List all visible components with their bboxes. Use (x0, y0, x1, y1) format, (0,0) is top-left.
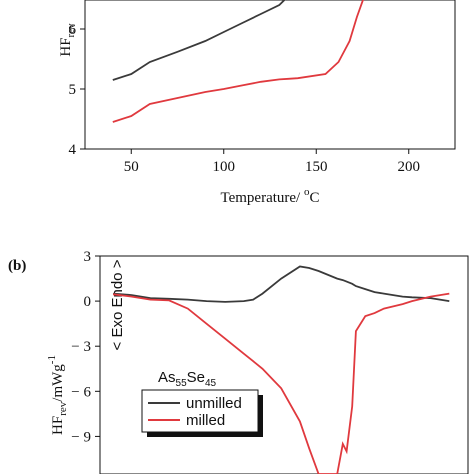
y-tick-label: 3 (84, 249, 92, 265)
y-tick-label: 6 (69, 22, 77, 38)
y-axis-label: HFrev (58, 23, 77, 57)
y-tick-label: 4 (69, 142, 77, 158)
el: Se (187, 369, 205, 386)
el-sub: 55 (176, 378, 188, 389)
x-tick-label: 150 (305, 159, 328, 175)
el-sub: 45 (205, 378, 217, 389)
y-tick-label: − 3 (71, 339, 91, 355)
label-main: HF (58, 37, 74, 56)
series-group (112, 265, 450, 474)
series-group (112, 0, 364, 123)
label-sup: -1 (46, 355, 58, 364)
y-tick-label: 0 (84, 294, 92, 310)
label-main: HF (50, 416, 66, 435)
y-tick-label: 5 (69, 82, 77, 98)
plot-frame (99, 255, 469, 474)
legend (141, 389, 259, 433)
plot-frame (84, 0, 456, 150)
line-series (113, 265, 450, 303)
x-axis-label: Temperature/ oC (220, 186, 319, 206)
label-sub: rev (65, 23, 77, 38)
label-sup: o (304, 186, 310, 198)
line-series (112, 0, 286, 81)
y-tick-label: − 6 (71, 384, 91, 400)
y-axis-label: HFrev/mWg-1 (46, 355, 69, 435)
x-tick-label: 100 (213, 159, 236, 175)
label-main: Temperature/ (220, 190, 304, 206)
label-rest: /mWg (50, 364, 66, 402)
x-tick-label: 50 (124, 159, 139, 175)
line-series (112, 292, 450, 474)
panel-label: (b) (8, 258, 26, 274)
el: As (158, 369, 176, 386)
legend-label: unmilled (186, 395, 242, 412)
x-tick-label: 200 (398, 159, 421, 175)
line-series (112, 0, 364, 123)
label-sub: rev (57, 401, 69, 416)
label-unit: C (309, 190, 319, 206)
annotation: < Exo Endo > (109, 259, 126, 350)
y-tick-label: − 9 (71, 429, 91, 445)
legend-label: milled (186, 412, 225, 429)
compound-label: As55Se45 (158, 369, 217, 389)
